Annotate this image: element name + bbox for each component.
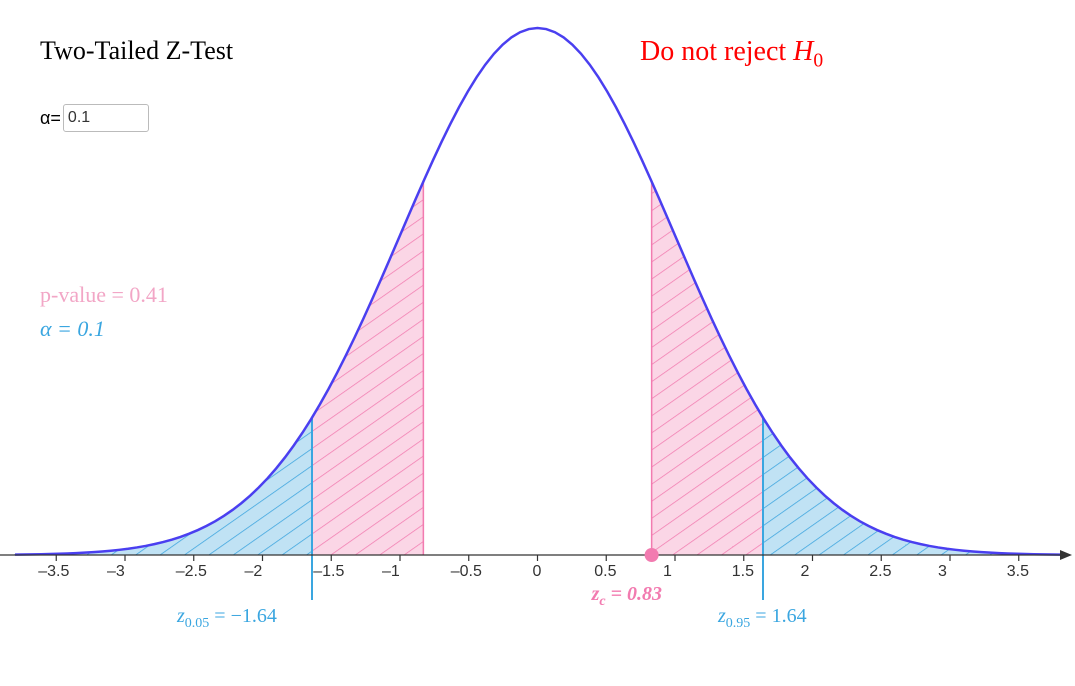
x-tick-label: 3: [938, 563, 947, 581]
x-tick-label: –1.5: [313, 563, 344, 581]
x-tick-label: 1: [663, 563, 672, 581]
x-tick-label: –3.5: [38, 563, 69, 581]
alpha-input-group: α=: [40, 104, 149, 132]
ztest-chart: [0, 0, 1075, 686]
x-tick-label: –2: [245, 563, 263, 581]
alpha-display: α = 0.1: [40, 316, 105, 342]
chart-title: Two-Tailed Z-Test: [40, 36, 233, 66]
conclusion-prefix: Do not reject: [640, 36, 793, 67]
pvalue-label: p-value = 0.41: [40, 282, 168, 308]
x-tick-label: 0.5: [594, 563, 616, 581]
z-critical-right-label: z0.95 = 1.64: [718, 605, 807, 632]
alpha-input-label: α=: [40, 108, 61, 129]
alpha-input[interactable]: [63, 104, 149, 132]
x-tick-label: 2: [801, 563, 810, 581]
conclusion-h: H: [793, 36, 813, 67]
z-critical-left-label: z0.05 = −1.64: [177, 605, 277, 632]
x-tick-label: –1: [382, 563, 400, 581]
x-tick-label: 1.5: [732, 563, 754, 581]
x-tick-label: 2.5: [869, 563, 891, 581]
x-tick-label: –2.5: [176, 563, 207, 581]
conclusion-sub: 0: [813, 51, 823, 72]
x-tick-label: 3.5: [1007, 563, 1029, 581]
x-tick-label: –3: [107, 563, 125, 581]
zc-label: zc = 0.83: [592, 583, 662, 610]
x-tick-label: 0: [533, 563, 542, 581]
x-tick-label: –0.5: [451, 563, 482, 581]
conclusion-text: Do not reject H0: [640, 36, 823, 73]
